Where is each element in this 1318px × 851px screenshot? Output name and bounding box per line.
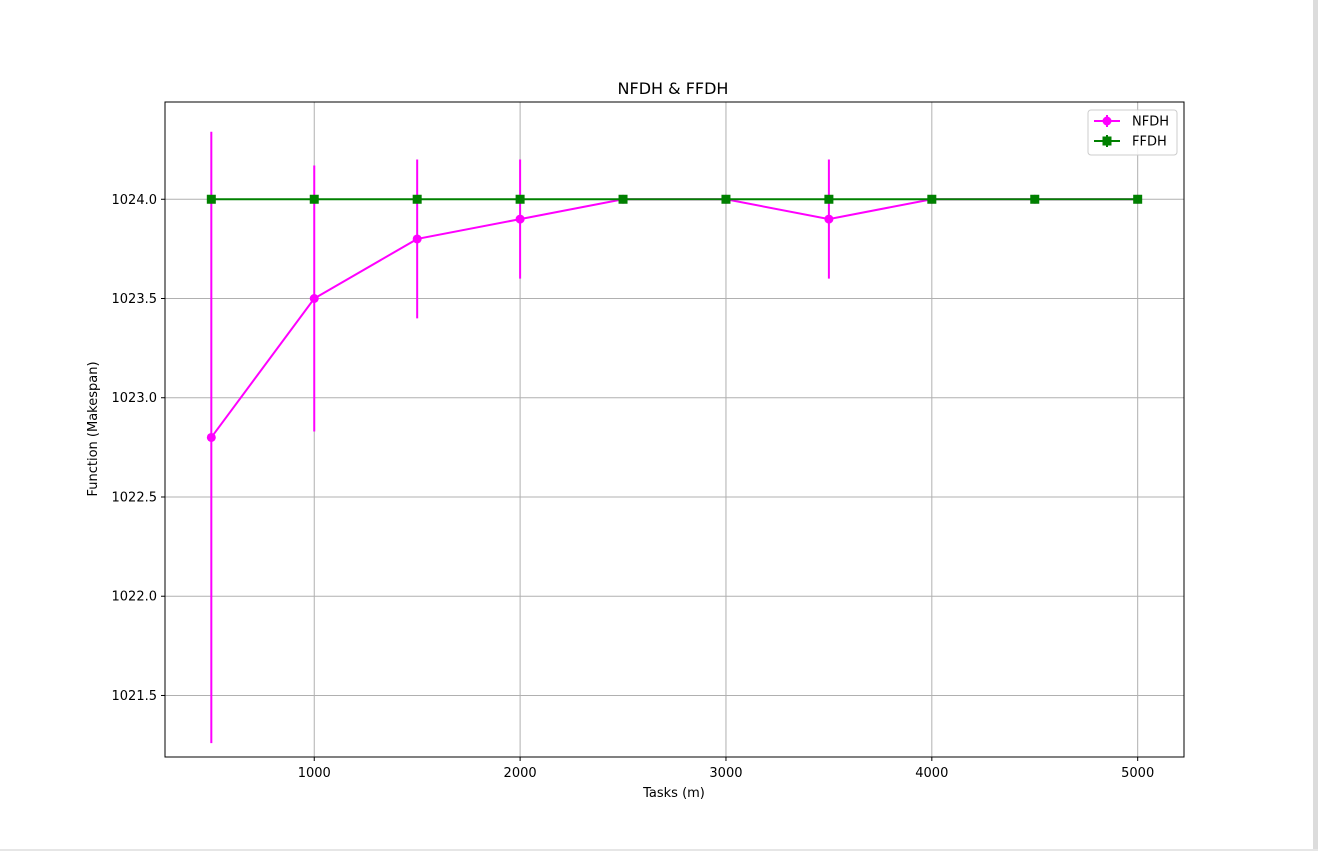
x-tick-label: 1000 — [298, 766, 331, 781]
x-axis-label: Tasks (m) — [642, 786, 705, 801]
series-ffdh — [206, 194, 1143, 204]
data-point — [824, 214, 834, 224]
data-point — [927, 194, 937, 204]
data-point — [412, 234, 422, 244]
y-tick-label: 1022.5 — [112, 490, 158, 505]
y-tick-label: 1023.5 — [112, 292, 158, 307]
data-point — [206, 194, 216, 204]
legend-label: FFDH — [1132, 135, 1167, 150]
chart-title: NFDH & FFDH — [618, 79, 729, 98]
data-point — [1133, 194, 1143, 204]
legend-item-ffdh: FFDH — [1094, 135, 1167, 150]
y-tick-label: 1022.0 — [112, 590, 158, 605]
data-point — [309, 194, 319, 204]
plot-frame — [164, 101, 1185, 758]
x-tick-label: 2000 — [504, 766, 537, 781]
x-tick-label: 4000 — [915, 766, 948, 781]
data-point — [515, 214, 525, 224]
x-tick-label: 5000 — [1121, 766, 1154, 781]
y-tick-label: 1023.0 — [112, 391, 158, 406]
x-tick-label: 3000 — [709, 766, 742, 781]
legend: NFDH FFDH — [1087, 109, 1178, 156]
legend-label: NFDH — [1132, 115, 1169, 130]
data-point — [721, 194, 731, 204]
data-point — [412, 194, 422, 204]
data-point — [824, 194, 834, 204]
data-series — [206, 131, 1143, 744]
data-point — [515, 194, 525, 204]
window-edge-right — [1313, 0, 1318, 851]
data-point — [1030, 194, 1040, 204]
y-tick-label: 1021.5 — [112, 689, 158, 704]
window-edge-bottom — [0, 849, 1318, 851]
legend-item-nfdh: NFDH — [1094, 115, 1169, 130]
y-tick-label: 1024.0 — [112, 193, 158, 208]
data-point — [206, 432, 216, 442]
data-point — [309, 294, 319, 303]
axis-ticks: 1000 2000 3000 4000 5000 1021.5 1022.0 1022.5 10… — [112, 193, 1155, 781]
y-axis-label: Function (Makespan) — [86, 361, 101, 496]
legend-marker — [1102, 116, 1112, 126]
data-point — [618, 194, 628, 204]
legend-marker — [1102, 136, 1112, 146]
